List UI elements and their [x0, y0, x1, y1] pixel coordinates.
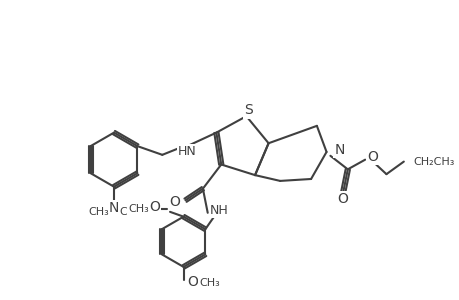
Text: N: N — [334, 143, 344, 157]
Text: CH₃: CH₃ — [88, 207, 109, 217]
Text: N: N — [109, 201, 119, 215]
Text: O: O — [149, 200, 160, 214]
Text: O: O — [366, 150, 377, 164]
Text: CH₂CH₃: CH₂CH₃ — [413, 157, 454, 166]
Text: O: O — [337, 192, 347, 206]
Text: CH₃: CH₃ — [128, 204, 148, 214]
Text: O: O — [168, 195, 179, 209]
Text: NH: NH — [209, 204, 228, 218]
Text: O: O — [187, 275, 198, 290]
Text: CH₃: CH₃ — [199, 278, 219, 288]
Text: HN: HN — [178, 146, 196, 158]
Text: CH₃: CH₃ — [119, 207, 140, 217]
Text: S: S — [243, 103, 252, 117]
